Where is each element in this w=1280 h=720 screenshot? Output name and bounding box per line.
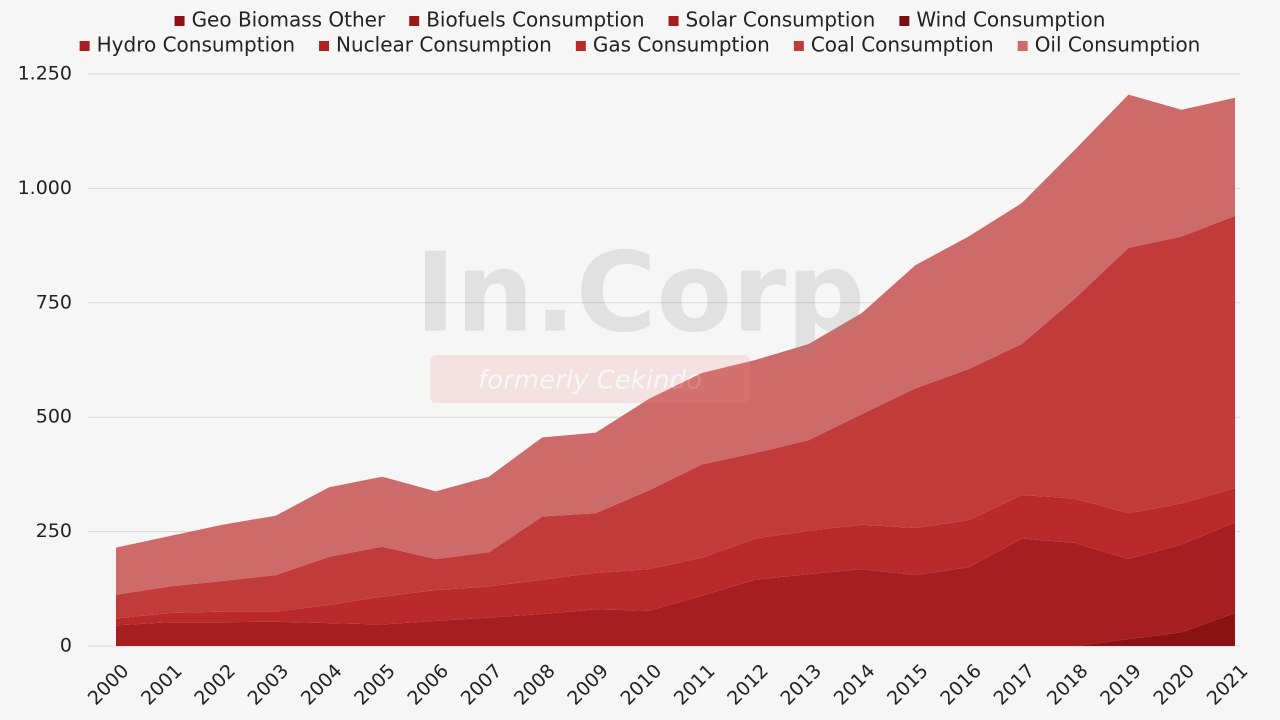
watermark: In.Corp formerly Cekindo <box>415 228 865 403</box>
legend-item: Gas Consumption <box>575 33 770 57</box>
legend-swatch <box>409 16 420 26</box>
y-tick-label: 500 <box>36 406 72 428</box>
area <box>116 613 1235 646</box>
legend-label: Biofuels Consumption <box>426 8 644 32</box>
legend-label: Hydro Consumption <box>97 33 295 57</box>
area <box>116 488 1235 626</box>
y-tick-label: 1.000 <box>18 177 72 199</box>
legend-swatch <box>174 16 185 26</box>
y-tick-label: 250 <box>36 520 72 542</box>
y-tick-label: 0 <box>60 635 72 657</box>
legend-label: Gas Consumption <box>593 33 770 57</box>
areas <box>116 94 1235 646</box>
legend-item: Oil Consumption <box>1017 33 1201 57</box>
legend-swatch <box>668 16 679 26</box>
legend-item: Nuclear Consumption <box>319 33 552 57</box>
legend-row: Geo Biomass Other Biofuels Consumption Sol… <box>174 8 1105 32</box>
legend-label: Wind Consumption <box>916 8 1105 32</box>
legend-item: Biofuels Consumption <box>409 8 645 32</box>
area <box>116 522 1235 646</box>
legend-row: Hydro Consumption Nuclear Consumption Gas … <box>79 33 1201 57</box>
legend-label: Geo Biomass Other <box>192 8 386 32</box>
watermark-brand: In.Corp <box>415 228 865 356</box>
y-tick-label: 1.250 <box>18 63 72 85</box>
watermark-box <box>430 355 750 403</box>
area <box>116 215 1235 619</box>
legend-label: Nuclear Consumption <box>336 33 552 57</box>
legend-item: Solar Consumption <box>668 8 876 32</box>
legend-label: Solar Consumption <box>686 8 876 32</box>
y-tick-label: 750 <box>36 291 72 313</box>
legend-swatch <box>575 41 586 51</box>
legend-item: Wind Consumption <box>899 8 1105 32</box>
legend-swatch <box>1017 41 1028 51</box>
legend-swatch <box>793 41 804 51</box>
legend-item: Coal Consumption <box>793 33 994 57</box>
legend: Geo Biomass Other Biofuels Consumption Sol… <box>79 8 1201 57</box>
area <box>116 94 1235 595</box>
legend-swatch <box>319 41 330 51</box>
legend-swatch <box>79 41 90 51</box>
legend-item: Geo Biomass Other <box>174 8 386 32</box>
legend-item: Hydro Consumption <box>79 33 295 57</box>
watermark-formerly: formerly Cekindo <box>478 366 702 396</box>
legend-label: Oil Consumption <box>1035 33 1201 57</box>
legend-swatch <box>899 16 910 26</box>
legend-label: Coal Consumption <box>811 33 994 57</box>
